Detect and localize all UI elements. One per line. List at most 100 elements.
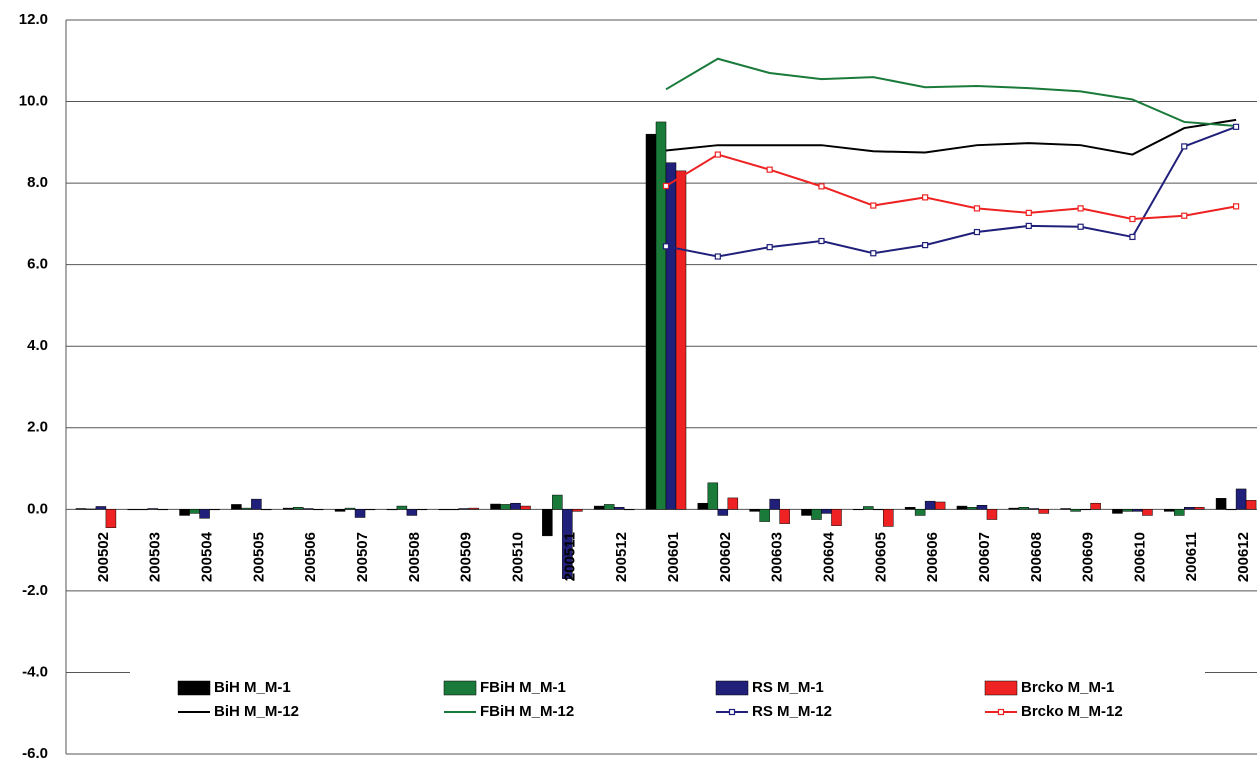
marker [1077, 223, 1084, 230]
bar [934, 501, 946, 510]
marker [1181, 212, 1188, 219]
bar [1028, 508, 1040, 510]
marker [1232, 203, 1240, 210]
marker [766, 244, 773, 251]
bar [769, 498, 780, 510]
marker [662, 182, 670, 190]
y-tick-label: 8.0 [27, 174, 48, 191]
bar [1038, 509, 1050, 514]
bar [1215, 498, 1227, 510]
y-tick-label: 6.0 [27, 256, 48, 273]
x-tick-label: 200504 [199, 531, 216, 582]
bar [904, 507, 916, 510]
bar [1112, 509, 1123, 514]
bar [1225, 509, 1237, 511]
x-tick-label: 200606 [924, 532, 941, 582]
marker [1181, 143, 1188, 150]
marker [1129, 233, 1136, 241]
bar [801, 509, 812, 516]
line [665, 153, 1237, 221]
bar [261, 509, 272, 511]
bar [1194, 507, 1205, 510]
bar [924, 500, 936, 510]
bar [665, 162, 677, 510]
y-tick-label: 10.0 [19, 93, 48, 110]
bar [749, 509, 760, 512]
bar [1174, 509, 1185, 516]
bar [1142, 509, 1153, 516]
bar [976, 505, 988, 510]
bar [1132, 509, 1143, 512]
x-tick-label: 200610 [1131, 532, 1148, 582]
bar [1235, 488, 1247, 510]
marker [662, 243, 670, 250]
bar [759, 509, 770, 522]
bar [1164, 509, 1175, 512]
bar [241, 507, 252, 510]
x-tick-label: 200612 [1235, 532, 1252, 582]
bar [312, 509, 324, 511]
marker [714, 253, 721, 260]
bar [231, 504, 242, 510]
bar [302, 508, 314, 510]
x-tick-label: 200611 [1183, 532, 1200, 581]
bar [727, 497, 739, 510]
bar [873, 509, 884, 511]
bars [75, 121, 1257, 579]
bar [593, 505, 605, 510]
labels: -6.0 -4.0 -2.0 0.0 2.0 4.0 6.0 8.0 10.0 12.0 20050… [19, 11, 1252, 762]
marker [714, 151, 721, 158]
bar [189, 509, 200, 514]
bar [675, 170, 687, 510]
marker [1232, 123, 1240, 130]
bar [863, 506, 874, 510]
bar [914, 509, 926, 516]
bar [542, 509, 553, 537]
bar [251, 498, 262, 510]
bar [697, 502, 709, 510]
legend-label: BiH M_M-1 [214, 679, 291, 696]
bar [572, 509, 583, 512]
y-tick-label: 0.0 [27, 500, 48, 517]
x-tick-label: 200511 [561, 532, 578, 581]
bar [500, 504, 511, 510]
marker [818, 237, 825, 245]
bar [1080, 509, 1091, 511]
bar [831, 509, 842, 526]
bar [85, 508, 97, 510]
bar [1245, 500, 1257, 510]
legend-swatch [715, 680, 749, 696]
x-tick-label: 200507 [354, 532, 371, 582]
bar [1060, 508, 1071, 510]
bar [157, 509, 168, 511]
bar [883, 509, 894, 527]
x-tick-label: 200508 [406, 532, 423, 582]
bar [562, 509, 573, 579]
x-tick-label: 200605 [872, 532, 889, 582]
x-tick-label: 200609 [1080, 532, 1097, 582]
bar [707, 482, 719, 510]
marker [766, 166, 773, 173]
y-tick-label: 2.0 [27, 419, 48, 436]
bar [364, 509, 376, 511]
bar [1184, 507, 1195, 510]
line [665, 57, 1237, 128]
bar [645, 133, 657, 510]
bar [344, 507, 356, 510]
legend-label: FBiH M_M-1 [480, 679, 566, 696]
bar [406, 509, 418, 516]
marker [870, 202, 877, 209]
bar [137, 509, 148, 511]
bar [552, 494, 563, 510]
legend-label: BiH M_M-12 [214, 703, 299, 720]
bar [386, 509, 398, 511]
marker [922, 194, 929, 201]
legend: BiH M_M-1 FBiH M_M-1 RS M_M-1 Brcko M_M-1 Bi… [130, 655, 1205, 745]
bar [127, 509, 138, 511]
x-tick-label: 200607 [976, 532, 993, 582]
bar [613, 507, 625, 510]
bar [623, 509, 635, 511]
legend-label: Brcko M_M-1 [1021, 679, 1114, 696]
bar [282, 507, 294, 510]
